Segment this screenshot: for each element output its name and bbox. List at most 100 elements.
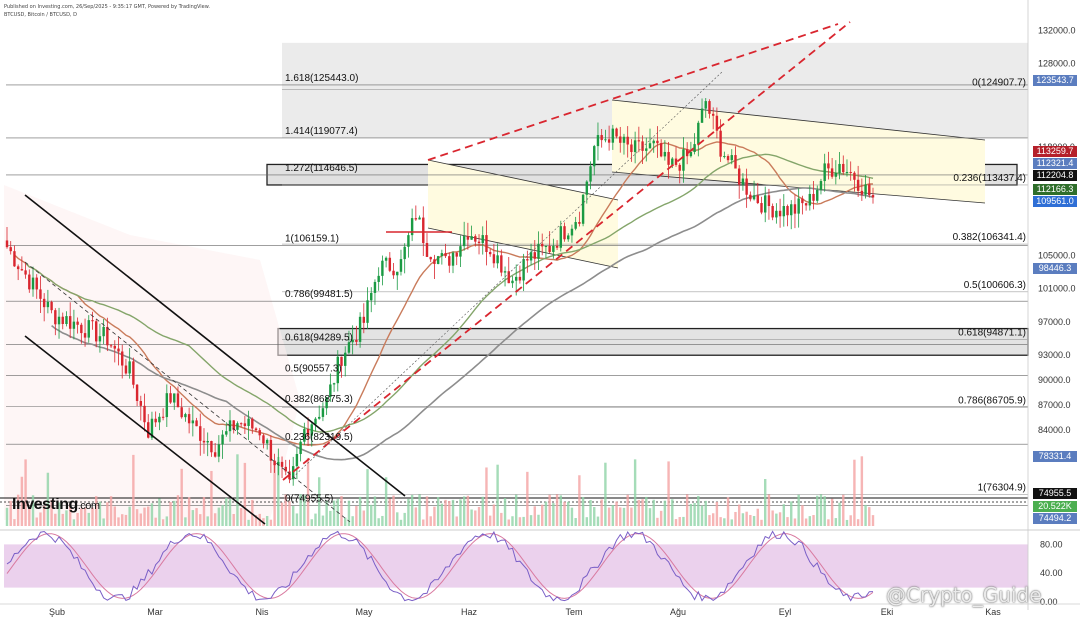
volume-bar [384, 477, 388, 526]
volume-bar [314, 513, 317, 526]
candle-body [236, 423, 239, 430]
candle-body [384, 257, 388, 261]
volume-bar [518, 517, 522, 526]
volume-bar [5, 507, 9, 526]
candle-body [310, 424, 313, 436]
candle-body [511, 280, 514, 284]
candle-body [678, 164, 681, 171]
candle-body [332, 383, 336, 385]
candle-body [514, 276, 518, 281]
candle-body [139, 401, 143, 406]
volume-bar [574, 518, 577, 526]
volume-bar [265, 516, 269, 526]
candle-body [206, 440, 209, 443]
fib-labels-layer: 1.618(125443.0) 1.414(119077.4) 1.272(1146… [285, 73, 1026, 505]
volume-bar [72, 519, 76, 526]
volume-bar [422, 519, 425, 526]
volume-bar [284, 494, 287, 526]
y-tick-label: 84000.0 [1038, 425, 1071, 435]
candle-body [477, 241, 481, 244]
candle-body [28, 274, 31, 290]
volume-bar [607, 507, 611, 526]
volume-bar [128, 506, 131, 526]
volume-bar [228, 499, 232, 526]
fib-diagonal [289, 71, 723, 481]
candle-body [834, 172, 838, 177]
candle-body [280, 461, 284, 467]
y-tick-label: 87000.0 [1038, 400, 1071, 410]
candle-body [771, 206, 774, 218]
candle-body [128, 361, 131, 374]
descending-channel-top [24, 194, 406, 497]
candle-body [459, 246, 462, 257]
volume-bar [648, 508, 652, 526]
volume-bar [455, 516, 458, 526]
volume-bar [834, 518, 838, 526]
candle-body [254, 428, 258, 431]
candle-body [518, 276, 522, 281]
volume-bar [775, 513, 778, 526]
volume-bar [117, 517, 120, 526]
volume-bar [366, 469, 369, 526]
y-tick-label: 128000.0 [1038, 59, 1076, 69]
candle-body [749, 194, 752, 200]
candle-body [121, 351, 124, 366]
volume-bar [414, 507, 418, 526]
fib-label-left: 1.618(125443.0) [285, 73, 358, 84]
volume-bar [645, 496, 648, 526]
candle-body [132, 361, 135, 385]
volume-bar [726, 497, 730, 526]
candle-body [633, 140, 637, 153]
volume-bar [808, 516, 812, 526]
candle-body [329, 384, 332, 398]
descending-midline [24, 261, 351, 523]
candle-body [760, 203, 763, 213]
volume-bar [868, 507, 871, 526]
volume-bar [355, 506, 358, 526]
candle-body [20, 269, 24, 271]
candle-body [481, 235, 484, 244]
candle-body [764, 195, 767, 213]
volume-bar [213, 513, 217, 526]
candle-body [217, 444, 221, 457]
candle-body [392, 270, 395, 276]
candle-body [277, 461, 280, 466]
volume-bar [659, 510, 663, 526]
y-tick-label: 101000.0 [1038, 284, 1076, 294]
volume-bar [161, 519, 165, 526]
volume-bar [682, 516, 685, 526]
volume-bar [570, 507, 574, 526]
volume-bar [65, 510, 68, 526]
candle-body [407, 235, 410, 247]
candle-body [344, 352, 347, 366]
candle-body [853, 172, 856, 180]
volume-bar [604, 462, 607, 526]
candle-body [347, 342, 351, 353]
y-tick-label: 93000.0 [1038, 350, 1071, 360]
volume-bar [329, 510, 332, 526]
candle-body [474, 236, 477, 242]
volume-bar [121, 514, 124, 526]
candle-body [247, 418, 250, 426]
volume-bar [622, 507, 626, 526]
candle-body [630, 144, 633, 153]
channel-may-jun [428, 160, 618, 268]
stoch-tick-label: 40.00 [1040, 568, 1063, 578]
volume-bar [723, 518, 726, 526]
candle-body [414, 218, 418, 220]
candle-body [767, 195, 771, 207]
volume-bar [860, 456, 864, 526]
price-tag: 112321.4 [1033, 158, 1077, 169]
volume-bar [362, 510, 366, 526]
candle-body [786, 206, 789, 216]
volume-bar [563, 501, 566, 526]
volume-bar [567, 501, 570, 526]
volume-bar [719, 517, 722, 526]
candle-body [147, 422, 150, 438]
candle-body [652, 140, 655, 144]
volume-bar [544, 501, 548, 526]
volume-bar [578, 475, 581, 526]
volume-bar [474, 510, 477, 526]
fib-label-left: 1.272(114646.5) [285, 163, 358, 174]
